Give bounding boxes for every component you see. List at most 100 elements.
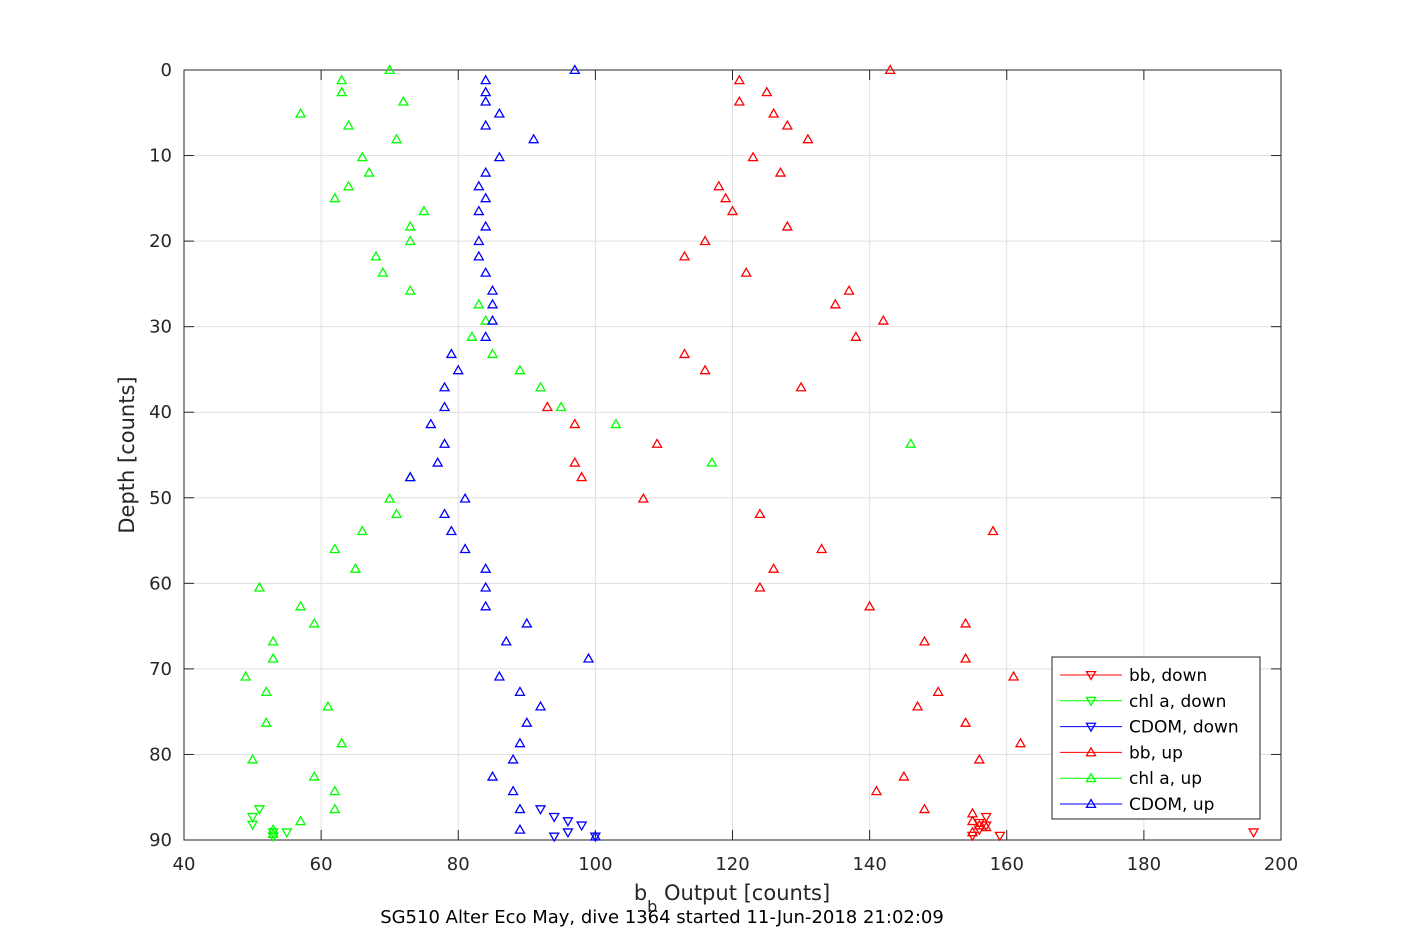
data-point (486, 348, 499, 359)
data-point (294, 600, 307, 611)
data-point (576, 821, 588, 832)
data-point (260, 686, 272, 697)
data-point (308, 770, 320, 781)
data-point (1014, 737, 1027, 748)
data-point (329, 543, 341, 554)
legend: bb, down chl a, down CDOM, down bb, up chl a… (1051, 656, 1261, 820)
data-point (294, 107, 307, 118)
data-point (267, 652, 279, 663)
data-point (507, 753, 519, 764)
data-point (918, 635, 931, 646)
data-point (486, 284, 499, 295)
data-point (404, 220, 416, 231)
data-point (726, 205, 739, 216)
data-point (761, 86, 773, 97)
data-point (870, 785, 883, 796)
data-point (637, 492, 649, 503)
data-point (486, 770, 499, 781)
data-point (576, 471, 588, 482)
data-point (843, 284, 855, 295)
data-point (404, 471, 416, 482)
data-point (898, 770, 910, 781)
data-point (240, 670, 252, 681)
data-point (281, 828, 293, 839)
y-axis-label: Depth [counts] (115, 376, 139, 533)
data-point (713, 180, 725, 191)
data-point (480, 95, 492, 106)
data-point (781, 119, 793, 130)
data-point (514, 823, 526, 834)
legend-label: CDOM, down (1129, 718, 1239, 738)
data-point (294, 815, 307, 826)
legend-marker (1085, 722, 1097, 733)
y-tick-label: 20 (149, 231, 172, 252)
data-point (884, 64, 896, 75)
data-point (336, 86, 348, 97)
data-point (336, 737, 348, 748)
data-point (569, 418, 581, 429)
data-point (582, 652, 595, 663)
data-point (438, 508, 451, 519)
data-point (521, 716, 533, 727)
data-point (562, 817, 574, 827)
data-point (768, 562, 780, 573)
data-point (349, 562, 362, 573)
data-point (370, 250, 382, 261)
x-tick-label: 120 (715, 854, 749, 875)
data-point (473, 205, 485, 216)
data-point (699, 364, 711, 375)
data-point (425, 418, 437, 429)
data-point (911, 700, 924, 711)
y-tick-label: 40 (149, 402, 172, 423)
data-point (541, 401, 554, 412)
data-point (802, 133, 814, 144)
data-point (452, 364, 464, 375)
data-point (253, 805, 266, 816)
data-point (336, 74, 348, 85)
legend-label: chl a, down (1129, 692, 1226, 712)
data-point (973, 819, 985, 830)
data-point (959, 617, 972, 628)
data-point (966, 815, 979, 826)
data-point (480, 331, 492, 341)
data-point (356, 525, 368, 536)
data-point (493, 107, 506, 118)
data-point (480, 266, 492, 277)
data-point (480, 314, 492, 325)
data-point (733, 74, 745, 85)
data-markers (240, 64, 1260, 843)
data-point (706, 456, 718, 467)
data-point (562, 828, 574, 839)
legend-label: bb, up (1129, 743, 1183, 763)
data-point (733, 95, 745, 106)
data-point (1007, 670, 1020, 681)
data-point (877, 314, 889, 325)
series-4 (240, 64, 917, 839)
data-point (754, 508, 766, 519)
data-point (521, 617, 533, 628)
data-point (932, 686, 944, 697)
data-point (480, 119, 492, 130)
data-point (850, 331, 862, 341)
legend-label: chl a, up (1129, 769, 1202, 789)
legend-marker (1085, 772, 1097, 783)
data-point (493, 151, 506, 162)
legend-marker (1085, 798, 1097, 809)
data-point (486, 314, 499, 325)
data-point (493, 670, 506, 681)
data-point (514, 737, 526, 748)
y-tick-label: 50 (149, 488, 172, 509)
data-point (267, 635, 279, 646)
data-point (980, 812, 992, 823)
data-point (404, 284, 416, 295)
data-point (569, 456, 581, 467)
data-point (651, 438, 663, 448)
x-tick-label: 180 (1127, 854, 1161, 875)
y-tick-label: 90 (149, 830, 172, 851)
data-point (514, 803, 526, 814)
x-tick-label: 40 (173, 854, 196, 875)
data-point (966, 826, 979, 837)
x-axis-label: bb Output [counts] (634, 881, 830, 916)
data-point (473, 180, 485, 191)
